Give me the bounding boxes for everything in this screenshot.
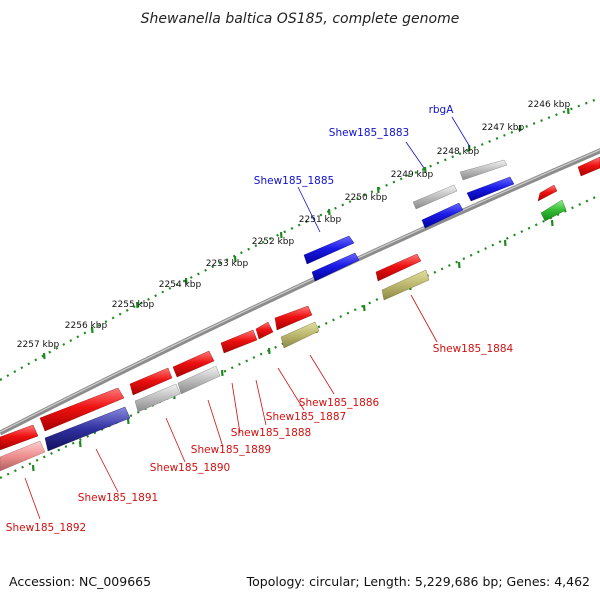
gene-feature[interactable]: [375, 253, 422, 282]
gene-feature[interactable]: [0, 424, 39, 451]
gene-feature[interactable]: [311, 252, 360, 282]
gene-label-shew185-1891[interactable]: Shew185_1891: [78, 492, 158, 504]
gene-feature[interactable]: [177, 365, 221, 395]
tick-labels: 2246 kbp 2247 kbp 2248 kbp 2249 kbp 2250…: [17, 100, 571, 350]
tick-label: 2255 kbp: [112, 300, 155, 310]
gene-labels: rbgA Shew185_1883 Shew185_1885 Shew185_1…: [6, 104, 514, 534]
gene-label-shew185-1883[interactable]: Shew185_1883: [329, 127, 409, 139]
gene-feature[interactable]: [274, 305, 313, 331]
gene-label-shew185-1889[interactable]: Shew185_1889: [191, 444, 271, 456]
tick-label: 2256 kbp: [65, 321, 108, 331]
label-leaders-forward: [297, 116, 471, 233]
genome-backbone: [0, 148, 600, 436]
tick-label: 2250 kbp: [345, 193, 388, 203]
gene-feature[interactable]: [134, 383, 181, 413]
gene-label-shew185-1892[interactable]: Shew185_1892: [6, 522, 86, 534]
gene-feature[interactable]: [0, 440, 46, 472]
gene-feature[interactable]: [303, 235, 355, 265]
gene-label-shew185-1885[interactable]: Shew185_1885: [254, 175, 334, 187]
gene-label-shew185-1887[interactable]: Shew185_1887: [266, 411, 346, 423]
gene-feature[interactable]: [39, 387, 125, 432]
gene-feature[interactable]: [466, 176, 515, 202]
outer-ruler-ticks: [42, 107, 570, 360]
label-leaders-reverse: [24, 294, 438, 520]
tick-label: 2246 kbp: [528, 100, 571, 110]
forward-features: [303, 156, 600, 282]
gene-feature[interactable]: [220, 329, 258, 354]
gene-label-shew185-1884[interactable]: Shew185_1884: [433, 343, 514, 355]
tick-label: 2249 kbp: [391, 170, 434, 180]
gene-feature[interactable]: [381, 269, 430, 301]
tick-label: 2247 kbp: [482, 123, 525, 133]
tick-label: 2248 kbp: [437, 147, 480, 157]
gene-feature[interactable]: [537, 184, 558, 202]
tick-label: 2253 kbp: [206, 259, 249, 269]
gene-label-shew185-1886[interactable]: Shew185_1886: [299, 397, 380, 409]
gene-feature[interactable]: [255, 321, 274, 340]
gene-feature[interactable]: [577, 156, 600, 177]
tick-label: 2251 kbp: [299, 215, 342, 225]
gene-feature[interactable]: [280, 321, 320, 349]
gene-feature[interactable]: [412, 184, 458, 210]
gene-feature[interactable]: [172, 350, 215, 378]
gene-label-rbgA[interactable]: rbgA: [429, 104, 455, 116]
map-title: Shewanella baltica OS185, complete genom…: [141, 11, 460, 27]
gene-feature[interactable]: [540, 199, 567, 222]
gene-label-shew185-1888[interactable]: Shew185_1888: [231, 427, 311, 439]
tick-label: 2257 kbp: [17, 340, 60, 350]
inner-ruler: [0, 194, 600, 479]
gene-feature[interactable]: [459, 159, 508, 181]
genome-summary-text: Topology: circular; Length: 5,229,686 bp…: [246, 574, 590, 589]
tick-label: 2254 kbp: [159, 280, 202, 290]
gene-feature[interactable]: [44, 406, 131, 452]
genome-backbone-highlight: [0, 149, 600, 433]
gene-feature[interactable]: [129, 367, 173, 396]
reverse-features: [0, 184, 567, 472]
gene-label-shew185-1890[interactable]: Shew185_1890: [150, 462, 230, 474]
tick-label: 2252 kbp: [252, 237, 295, 247]
accession-text: Accession: NC_009665: [9, 574, 151, 589]
gene-feature[interactable]: [421, 202, 464, 229]
